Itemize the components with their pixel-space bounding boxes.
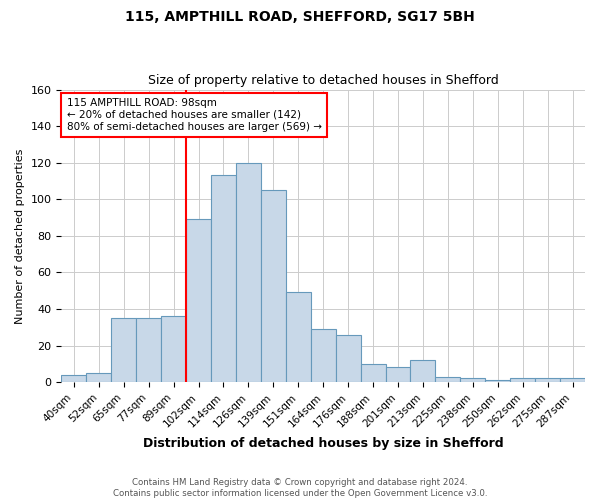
Text: 115 AMPTHILL ROAD: 98sqm
← 20% of detached houses are smaller (142)
80% of semi-: 115 AMPTHILL ROAD: 98sqm ← 20% of detach… <box>67 98 322 132</box>
Text: 115, AMPTHILL ROAD, SHEFFORD, SG17 5BH: 115, AMPTHILL ROAD, SHEFFORD, SG17 5BH <box>125 10 475 24</box>
Bar <box>86 373 111 382</box>
Bar <box>485 380 510 382</box>
Bar <box>361 364 386 382</box>
Bar <box>335 334 361 382</box>
Bar <box>460 378 485 382</box>
Bar <box>261 190 286 382</box>
Title: Size of property relative to detached houses in Shefford: Size of property relative to detached ho… <box>148 74 499 87</box>
Bar <box>311 329 335 382</box>
Text: Contains HM Land Registry data © Crown copyright and database right 2024.
Contai: Contains HM Land Registry data © Crown c… <box>113 478 487 498</box>
Bar <box>436 376 460 382</box>
Bar <box>211 176 236 382</box>
Bar <box>410 360 436 382</box>
X-axis label: Distribution of detached houses by size in Shefford: Distribution of detached houses by size … <box>143 437 503 450</box>
Bar <box>386 368 410 382</box>
Bar <box>111 318 136 382</box>
Bar <box>61 375 86 382</box>
Bar <box>236 162 261 382</box>
Bar <box>535 378 560 382</box>
Bar <box>186 220 211 382</box>
Y-axis label: Number of detached properties: Number of detached properties <box>15 148 25 324</box>
Bar <box>136 318 161 382</box>
Bar <box>161 316 186 382</box>
Bar <box>286 292 311 382</box>
Bar <box>510 378 535 382</box>
Bar <box>560 378 585 382</box>
